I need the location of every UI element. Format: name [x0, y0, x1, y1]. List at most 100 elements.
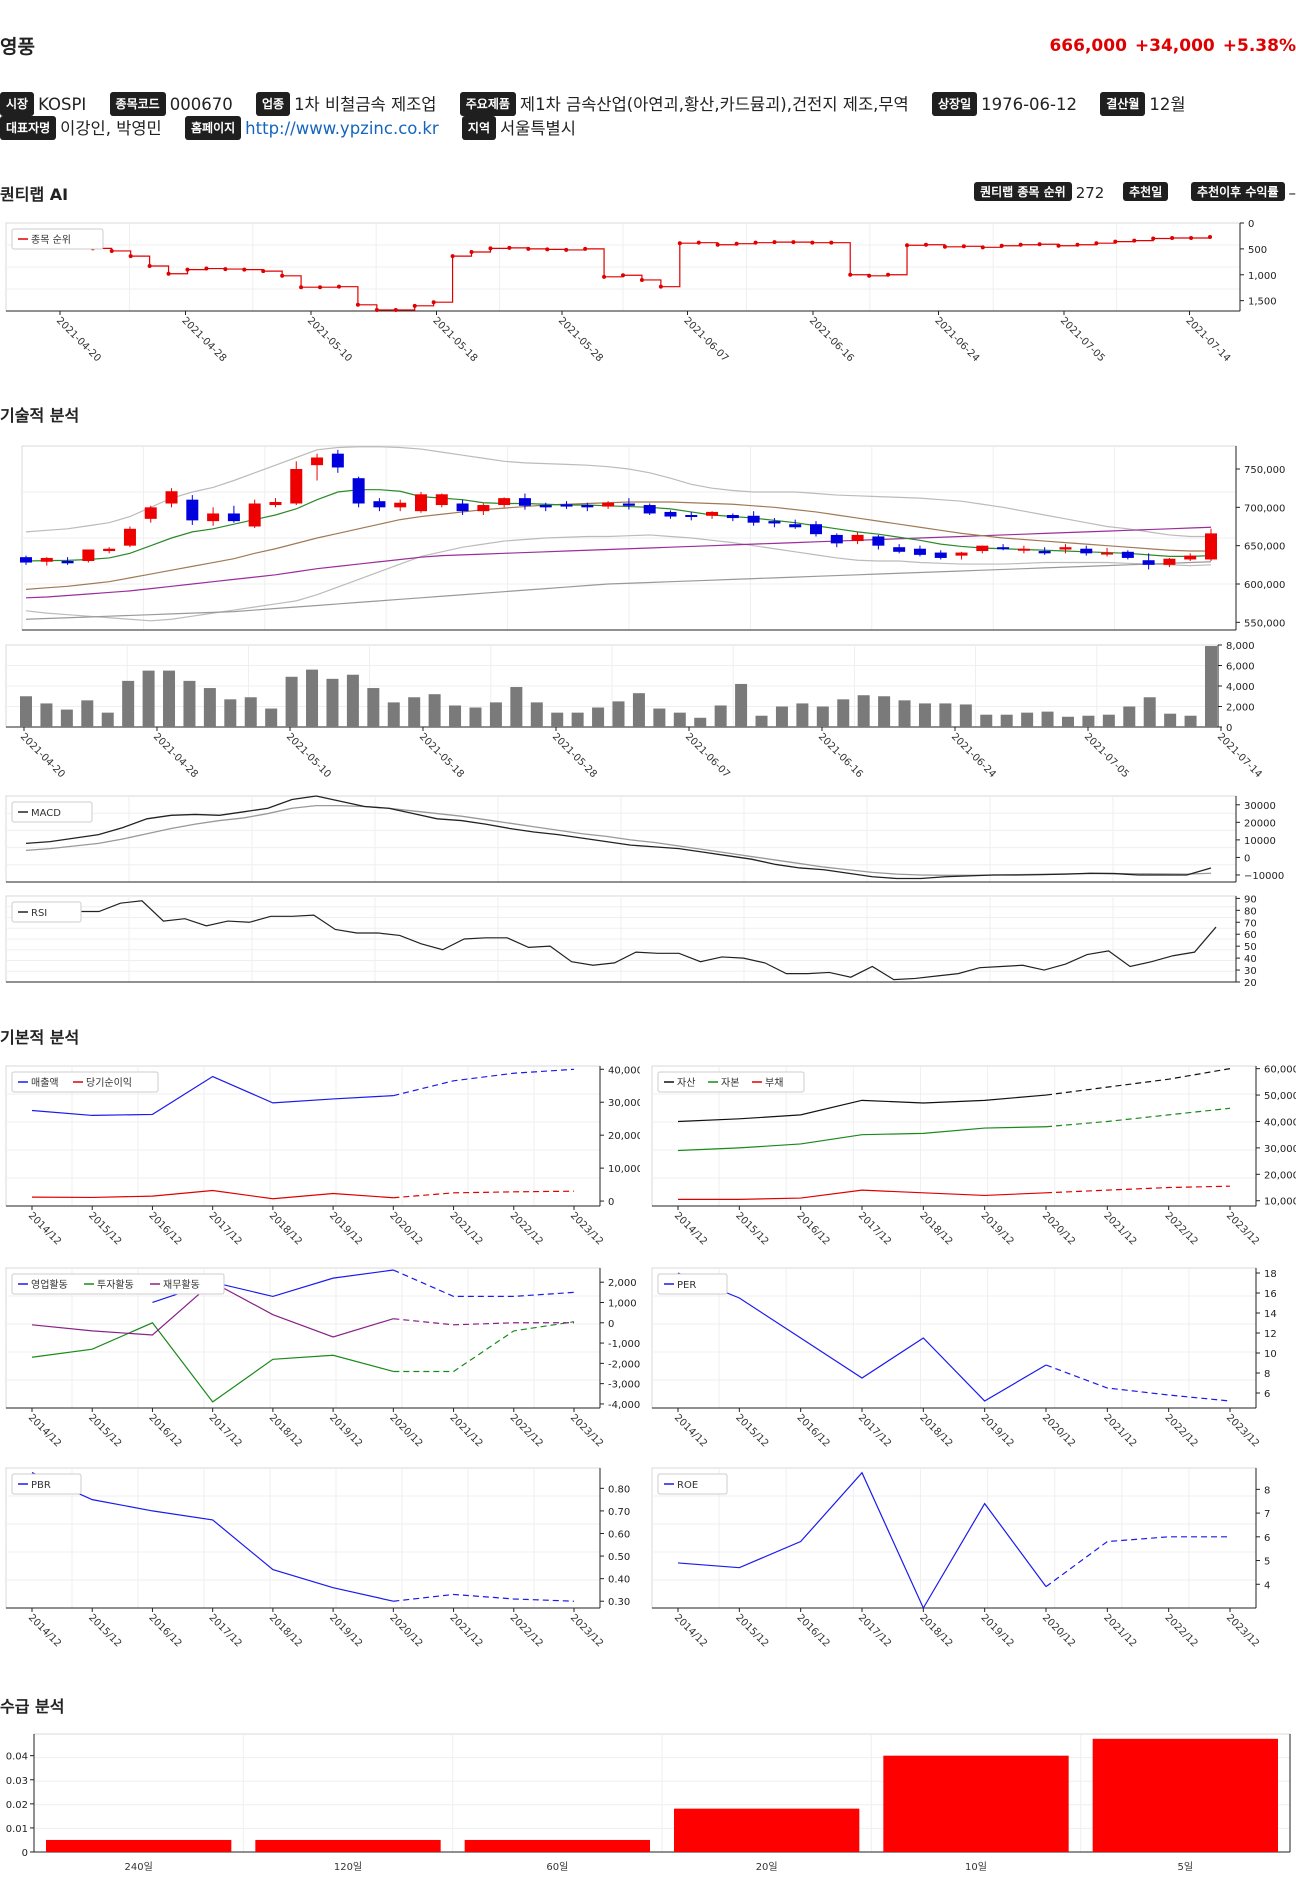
candle-body: [144, 507, 157, 519]
candle-body: [872, 536, 885, 546]
x-tick-label: 2021/12: [1101, 1612, 1138, 1649]
x-tick-label: 2014/12: [672, 1612, 709, 1649]
legend-box: [11, 901, 82, 923]
volume-bar: [367, 688, 380, 727]
series-line: [31, 1471, 394, 1602]
candle-body: [186, 499, 199, 521]
x-tick-label: 240일: [125, 1861, 153, 1873]
candle-body: [539, 505, 552, 508]
candle-body: [1163, 558, 1176, 565]
code-value: 000670: [169, 95, 233, 114]
homepage-link[interactable]: http://www.ypzinc.co.kr: [245, 119, 439, 138]
x-tick-label: 2019/12: [979, 1412, 1016, 1449]
series-forecast-line: [393, 1068, 575, 1097]
y-tick-label: 80: [1244, 906, 1257, 917]
plot-area: [5, 1467, 601, 1609]
x-tick-label: 2023/12: [568, 1210, 605, 1247]
rank-point: [166, 271, 171, 276]
y-tick-label: 6: [1264, 1389, 1270, 1400]
legend-box: [657, 1473, 728, 1495]
candle-body: [685, 515, 698, 517]
volume-bar: [592, 707, 605, 727]
rank-point: [564, 247, 569, 252]
candle-body: [415, 494, 427, 512]
y-tick-label: 50: [1244, 942, 1257, 953]
candle-body: [269, 501, 282, 506]
x-tick-label: 2018/12: [267, 1412, 304, 1449]
volume-bar: [1143, 697, 1156, 727]
y-tick-label: 70: [1244, 918, 1257, 929]
rank-point: [753, 240, 758, 245]
legend-label: PBR: [31, 1480, 51, 1491]
legend-box: [11, 1473, 82, 1495]
rank-point: [961, 244, 966, 249]
candle-body: [768, 521, 781, 524]
y-tick-label: 0.60: [608, 1529, 630, 1540]
rank-point: [1208, 234, 1212, 239]
ma-brown-line: [25, 501, 1211, 590]
x-tick-label: 2021-07-05: [1082, 731, 1131, 780]
volume-bar: [1000, 714, 1013, 727]
y-tick-label: -2,000: [608, 1359, 640, 1370]
candle-body: [851, 534, 864, 542]
candle-body: [394, 502, 407, 508]
x-tick-label: 2020/12: [1040, 1412, 1077, 1449]
fiscal-month-value: 12월: [1149, 95, 1186, 114]
volume-bar: [1021, 712, 1034, 727]
volume-bar: [775, 706, 788, 727]
volume-bar: [1164, 713, 1177, 727]
rsi-line: [55, 900, 1217, 981]
rank-point: [204, 266, 209, 271]
candle-body: [893, 547, 906, 552]
x-tick-label: 2015/12: [86, 1412, 123, 1449]
series-forecast-line: [1045, 1364, 1231, 1402]
supply-bar: [1092, 1738, 1278, 1852]
x-tick-label: 2022/12: [508, 1612, 545, 1649]
y-tick-label: 0: [608, 1319, 614, 1330]
legend-label: 종목 순위: [31, 233, 71, 246]
rank-point: [450, 254, 455, 259]
y-tick-label: 0.03: [6, 1776, 28, 1787]
candle-body: [20, 557, 32, 563]
industry-tag: 업종: [255, 92, 291, 116]
series-forecast-line: [1045, 1185, 1231, 1194]
candle-body: [997, 547, 1010, 550]
x-tick-label: 2019/12: [979, 1612, 1016, 1649]
x-tick-label: 20일: [756, 1861, 778, 1873]
y-tick-label: 10,000: [1264, 1197, 1296, 1208]
ma-purple-line: [25, 526, 1212, 599]
y-tick-label: 30: [1244, 966, 1257, 977]
y-tick-label: 1,000: [608, 1298, 637, 1309]
y-tick-label: 20,000: [608, 1131, 640, 1142]
y-tick-label: 7: [1264, 1509, 1270, 1520]
candle-body: [103, 548, 116, 552]
ma-gray-line: [25, 561, 1212, 620]
candle-body: [1184, 555, 1197, 560]
rec-date-tag: 추천일: [1123, 182, 1169, 201]
y-tick-label: 20,000: [1264, 1170, 1296, 1181]
region-value: 서울특별시: [500, 119, 576, 138]
candle-body: [789, 524, 802, 528]
ma-green-line: [25, 489, 1212, 562]
rank-point: [715, 242, 720, 247]
series-line: [678, 1189, 1047, 1200]
macd-macd-line: [25, 795, 1212, 880]
y-tick-label: 0: [1248, 219, 1254, 230]
series-forecast-line: [1045, 1068, 1231, 1096]
rank-point: [905, 243, 910, 248]
volume-bar: [1082, 715, 1095, 727]
rank-point: [185, 267, 190, 272]
macd-chart: −10000 0 10000 20000 30000 MACD: [5, 795, 1284, 883]
x-tick-label: 2021-06-07: [681, 315, 730, 364]
rank-point: [223, 267, 228, 272]
legend-box: [11, 1273, 225, 1295]
y-tick-label: 18: [1264, 1269, 1277, 1280]
rank-point: [242, 267, 247, 272]
x-tick-label: 2021-06-16: [816, 731, 865, 780]
rank-point: [848, 272, 853, 277]
volume-bar: [857, 695, 870, 727]
x-tick-label: 2019/12: [327, 1210, 364, 1247]
legend-label: 부채: [765, 1077, 783, 1089]
y-tick-label: 10,000: [608, 1164, 640, 1175]
x-tick-label: 2021/12: [1101, 1210, 1138, 1247]
